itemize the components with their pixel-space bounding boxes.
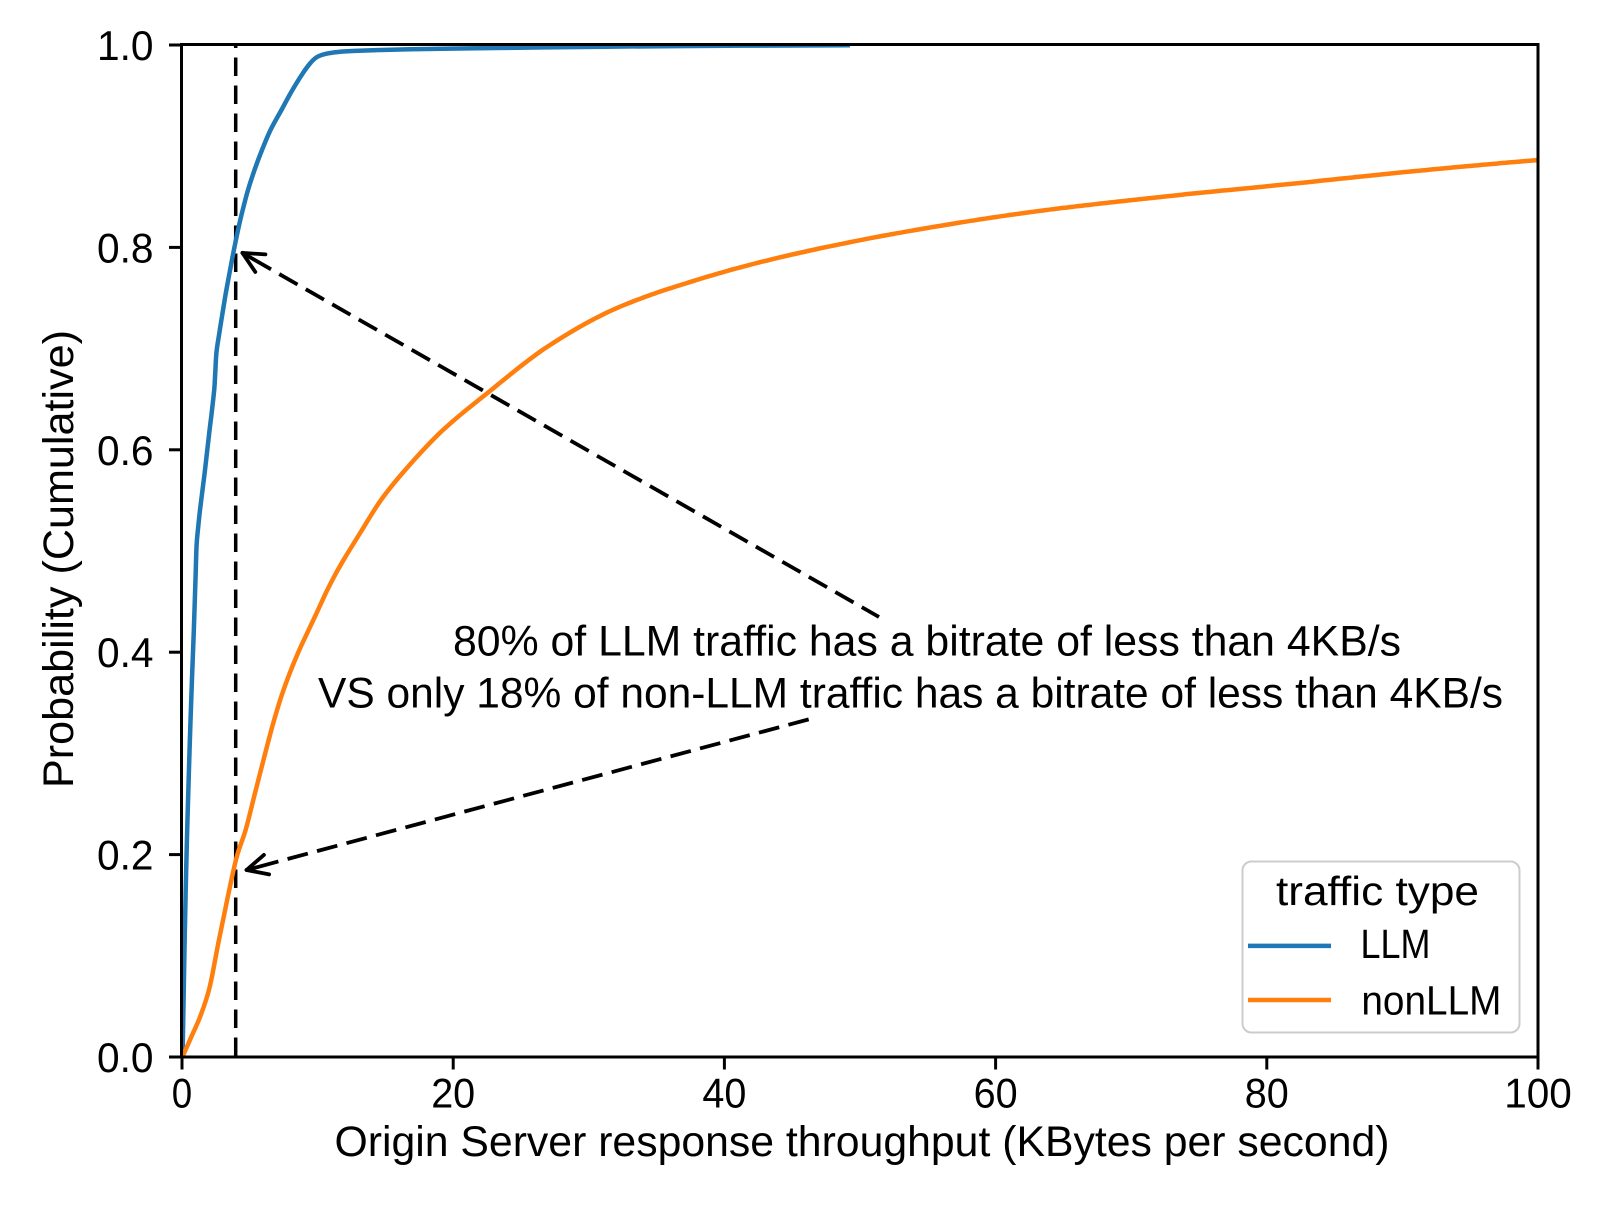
svg-text:Probability (Cumulative): Probability (Cumulative) <box>35 330 83 788</box>
svg-text:traffic type: traffic type <box>1276 868 1479 914</box>
svg-text:20: 20 <box>431 1070 475 1117</box>
svg-text:nonLLM: nonLLM <box>1361 978 1501 1024</box>
svg-text:0: 0 <box>172 1070 192 1117</box>
svg-text:0.4: 0.4 <box>97 629 154 676</box>
svg-text:80% of LLM traffic has a bitra: 80% of LLM traffic has a bitrate of less… <box>453 618 1401 666</box>
svg-text:1.0: 1.0 <box>97 22 154 69</box>
svg-text:LLM: LLM <box>1361 921 1431 967</box>
svg-text:100: 100 <box>1504 1070 1572 1117</box>
svg-text:0.2: 0.2 <box>97 832 154 879</box>
svg-text:VS only 18% of non-LLM traffic: VS only 18% of non-LLM traffic has a bit… <box>318 670 1503 718</box>
svg-text:80: 80 <box>1245 1070 1289 1117</box>
svg-text:Origin Server response through: Origin Server response throughput (KByte… <box>335 1118 1390 1166</box>
svg-text:0.6: 0.6 <box>97 427 154 474</box>
svg-text:0.8: 0.8 <box>97 224 154 271</box>
svg-text:60: 60 <box>974 1070 1018 1117</box>
svg-text:40: 40 <box>702 1070 746 1117</box>
svg-text:0.0: 0.0 <box>97 1034 154 1081</box>
